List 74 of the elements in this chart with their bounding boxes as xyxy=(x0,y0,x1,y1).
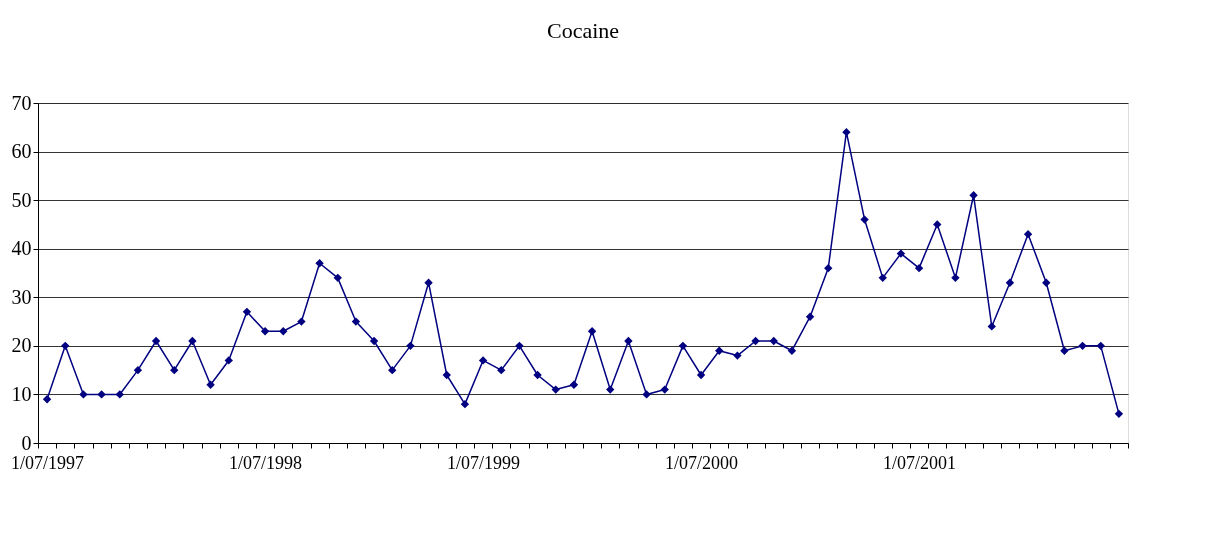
point xyxy=(642,390,651,399)
y-tick-label: 10 xyxy=(11,382,32,405)
point xyxy=(61,341,70,351)
point xyxy=(315,259,324,268)
point xyxy=(406,341,415,351)
point xyxy=(1060,346,1069,355)
point xyxy=(478,356,488,365)
point xyxy=(515,341,524,351)
y-tick-label: 20 xyxy=(11,334,32,357)
chart-title: Cocaine xyxy=(546,18,620,43)
x-tick-label: 1/07/2000 xyxy=(665,452,739,473)
point xyxy=(715,346,724,355)
point xyxy=(151,336,161,346)
point xyxy=(1042,278,1051,287)
point xyxy=(696,370,706,380)
point xyxy=(42,395,52,404)
y-tick-label: 0 xyxy=(21,431,32,454)
point xyxy=(969,191,978,200)
point xyxy=(1096,341,1105,351)
x-tick-label: 1/07/1997 xyxy=(11,452,85,473)
point xyxy=(115,390,124,399)
point xyxy=(351,317,361,326)
y-tick-label: 70 xyxy=(11,91,32,114)
point xyxy=(624,336,633,346)
point xyxy=(297,317,306,326)
point xyxy=(606,385,615,394)
x-tick-label: 1/07/1998 xyxy=(229,452,303,473)
point xyxy=(497,365,506,375)
y-tick-label: 50 xyxy=(11,188,32,211)
point xyxy=(460,399,470,409)
y-tick-label: 40 xyxy=(11,237,32,260)
point xyxy=(170,365,179,375)
point xyxy=(260,327,270,336)
point xyxy=(1005,278,1015,287)
point xyxy=(1078,341,1087,351)
point xyxy=(242,307,252,317)
point xyxy=(188,336,197,346)
point xyxy=(987,322,996,331)
point xyxy=(551,385,560,394)
point xyxy=(79,390,88,399)
point xyxy=(678,341,688,351)
point xyxy=(442,370,451,380)
point xyxy=(842,127,851,137)
point xyxy=(333,273,342,283)
point xyxy=(533,370,542,380)
y-tick-label: 30 xyxy=(11,285,32,308)
point xyxy=(933,220,942,229)
point xyxy=(787,346,797,355)
point xyxy=(914,263,924,273)
point xyxy=(587,327,597,336)
point xyxy=(388,365,397,375)
point xyxy=(660,385,669,394)
point xyxy=(769,336,778,346)
point xyxy=(1114,409,1124,419)
point xyxy=(751,336,760,346)
point xyxy=(1023,229,1033,239)
y-tick-label: 60 xyxy=(11,140,32,163)
point xyxy=(878,273,887,283)
x-tick-label: 1/07/1999 xyxy=(447,452,521,473)
x-tick-label: 1/07/2001 xyxy=(883,452,957,473)
point xyxy=(569,380,579,389)
point xyxy=(733,351,742,360)
point xyxy=(805,312,815,321)
point xyxy=(860,215,869,224)
point xyxy=(896,249,906,258)
point xyxy=(97,390,106,399)
point xyxy=(206,380,215,389)
point xyxy=(279,327,288,336)
point xyxy=(424,278,433,287)
point xyxy=(951,273,960,283)
point xyxy=(369,336,379,346)
point xyxy=(224,356,233,365)
point xyxy=(824,263,833,273)
point xyxy=(133,365,143,375)
